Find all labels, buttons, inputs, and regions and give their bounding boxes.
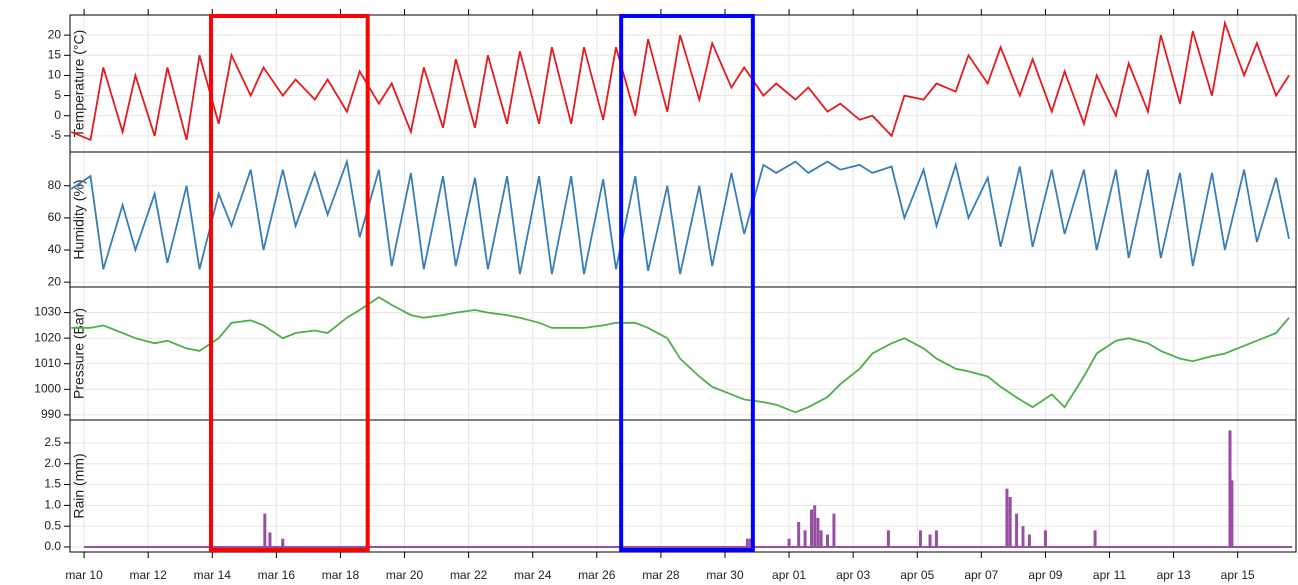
x-tick-label: mar 10 (65, 568, 103, 582)
panel-frame (69, 286, 1297, 421)
x-tick-label: mar 22 (450, 568, 488, 582)
rain-bar (268, 532, 272, 548)
rain-bar (1228, 430, 1232, 548)
x-tick-label: mar 18 (322, 568, 360, 582)
y-tick-label: 1010 (34, 356, 61, 370)
x-tick-label: mar 12 (130, 568, 168, 582)
y-tick-label: 2.5 (44, 435, 61, 449)
y-tick-label: 60 (48, 210, 62, 224)
y-tick-label: 15 (48, 47, 62, 61)
y-tick-label: -5 (50, 128, 61, 142)
y-tick-label: 0 (54, 108, 61, 122)
x-tick-label: apr 13 (1157, 568, 1191, 582)
y-axis-label: Temperature (°C) (71, 30, 87, 138)
x-tick-label: mar 26 (578, 568, 616, 582)
rain-bar (928, 534, 932, 548)
rain-bar (1005, 488, 1009, 548)
x-tick-label: mar 16 (258, 568, 296, 582)
rain-bar (832, 513, 836, 548)
rain-bar (886, 530, 890, 548)
rain-bar (1008, 497, 1012, 548)
y-tick-label: 1020 (34, 330, 61, 344)
x-tick-label: apr 03 (836, 568, 870, 582)
rain-bar (797, 522, 801, 548)
y-tick-label: 5 (54, 88, 61, 102)
y-tick-label: 40 (48, 242, 62, 256)
x-tick-label: mar 30 (706, 568, 744, 582)
rain-bar (1021, 526, 1025, 548)
y-tick-label: 20 (48, 27, 62, 41)
y-tick-label: 1.5 (44, 477, 61, 491)
y-tick-label: 990 (41, 407, 61, 421)
highlight-box (208, 14, 370, 552)
rain-bar (787, 538, 791, 548)
x-tick-label: mar 14 (194, 568, 232, 582)
rain-bar (816, 517, 820, 548)
rain-bar (749, 538, 753, 548)
rain-bar (809, 509, 813, 548)
y-tick-label: 1030 (34, 305, 61, 319)
data-line (70, 158, 1290, 275)
rain-bar (281, 538, 285, 548)
x-tick-label: apr 01 (772, 568, 806, 582)
x-tick-label: apr 11 (1093, 568, 1126, 582)
y-tick-label: 0.0 (44, 539, 61, 553)
y-tick-label: 1000 (34, 381, 61, 395)
y-tick-label: 80 (48, 178, 62, 192)
y-tick-label: 1.0 (44, 498, 61, 512)
rain-bar (934, 530, 938, 548)
y-tick-label: 20 (48, 274, 62, 288)
rain-bar (803, 530, 807, 548)
x-tick-label: apr 15 (1221, 568, 1255, 582)
data-line (71, 296, 1290, 414)
rain-bar (1043, 530, 1047, 548)
x-tick-label: apr 09 (1028, 568, 1062, 582)
rain-bar (1230, 480, 1234, 548)
highlight-box (619, 14, 755, 552)
panel-frame (69, 419, 1297, 553)
y-tick-label: 0.5 (44, 518, 61, 532)
data-line (70, 19, 1290, 142)
x-tick-label: mar 28 (642, 568, 680, 582)
x-tick-label: apr 05 (900, 568, 934, 582)
rain-bar (745, 538, 749, 548)
y-axis-label: Pressure (Bar) (71, 308, 87, 399)
rain-bar (819, 530, 823, 548)
y-axis-label: Rain (mm) (71, 453, 87, 518)
rain-bar (918, 530, 922, 548)
y-tick-label: 2.0 (44, 456, 61, 470)
x-tick-label: mar 24 (514, 568, 552, 582)
panel-frame (69, 151, 1297, 288)
rain-bar (1027, 534, 1031, 548)
rain-bar (1093, 530, 1097, 548)
rain-bar (1015, 513, 1019, 548)
y-axis-label: Humidity (%) (71, 179, 87, 259)
y-tick-label: 10 (48, 68, 62, 82)
rain-bar (813, 505, 817, 548)
x-tick-label: apr 07 (964, 568, 998, 582)
x-tick-label: mar 20 (386, 568, 424, 582)
rain-bar (826, 534, 830, 548)
rain-bar (263, 513, 267, 548)
